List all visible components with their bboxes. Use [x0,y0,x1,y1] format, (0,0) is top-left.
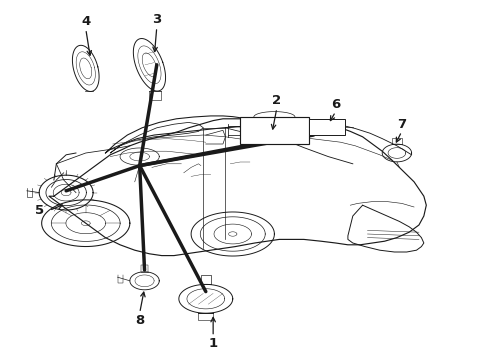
Text: 2: 2 [272,94,281,107]
Bar [309,119,345,135]
Text: 7: 7 [397,118,406,131]
Text: 5: 5 [35,204,44,217]
Text: 3: 3 [152,13,161,26]
Text: 6: 6 [331,98,340,111]
Text: 8: 8 [135,314,144,327]
Text: 4: 4 [81,15,90,28]
Bar [240,117,309,144]
Text: 1: 1 [209,337,218,350]
